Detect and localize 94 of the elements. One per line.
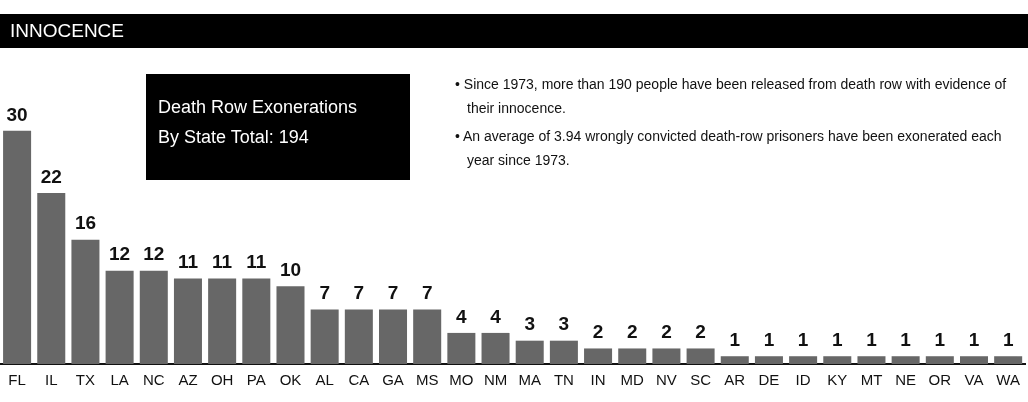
data-label: 11 <box>177 251 199 273</box>
bar <box>310 309 339 364</box>
bar <box>823 356 852 364</box>
bar <box>105 270 134 364</box>
text: • Since 1973, more than 190 people have been released from death row with evidence of their innocence. <box>455 75 1008 118</box>
title-box: Death Row Exonerations By State Total: 194 <box>146 74 410 180</box>
data-label: 1 <box>934 328 946 350</box>
data-label: 3 <box>524 313 535 335</box>
x-tick-label: MD <box>620 371 645 389</box>
bar <box>789 356 818 364</box>
x-tick-label: OH <box>210 371 234 389</box>
x-tick-label: MS <box>415 371 439 389</box>
data-label: 16 <box>74 212 97 234</box>
data-label: 7 <box>387 282 399 304</box>
data-label: 1 <box>968 328 980 350</box>
x-tick-label: TX <box>75 371 96 389</box>
x-tick-label: MT <box>860 371 883 389</box>
data-label: 4 <box>456 305 468 327</box>
data-label: 1 <box>763 328 775 350</box>
data-label: 12 <box>143 243 165 265</box>
data-label: 12 <box>109 243 131 265</box>
data-label: 4 <box>490 305 502 327</box>
x-tick-label: GA <box>382 371 404 389</box>
x-tick-label: CA <box>348 371 370 389</box>
data-label: 30 <box>6 103 28 125</box>
x-tick-label: NE <box>895 371 917 389</box>
x-tick-label: ID <box>795 371 811 389</box>
bar <box>857 356 886 364</box>
x-tick-label: AL <box>315 371 334 389</box>
data-label: 7 <box>319 282 330 304</box>
bar <box>652 348 681 364</box>
x-tick-label: AR <box>724 371 746 389</box>
data-label: 11 <box>212 251 233 273</box>
bar <box>515 340 544 364</box>
bar <box>959 356 988 364</box>
bar <box>3 130 32 364</box>
x-tick-label: NM <box>483 371 508 389</box>
data-label: 1 <box>797 328 809 350</box>
x-tick-label: LA <box>110 371 129 389</box>
data-label: 2 <box>661 321 672 343</box>
x-tick-label: OK <box>279 371 302 389</box>
bar <box>242 278 271 364</box>
x-tick-label: VA <box>964 371 984 389</box>
bar <box>447 332 476 364</box>
bar <box>37 193 66 364</box>
data-label: 1 <box>900 328 912 350</box>
bar <box>891 356 920 364</box>
data-label: 11 <box>246 251 267 273</box>
data-label: 10 <box>279 259 302 281</box>
bar <box>584 348 613 364</box>
bar <box>413 309 442 364</box>
data-label: 1 <box>866 328 878 350</box>
data-label: 1 <box>832 328 843 350</box>
x-tick-label: WA <box>996 371 1020 389</box>
bar <box>379 309 408 364</box>
data-label: 2 <box>626 321 638 343</box>
bar <box>139 270 168 364</box>
bar <box>481 332 510 364</box>
x-tick-label: FL <box>8 371 26 389</box>
bar <box>720 356 749 364</box>
data-label: 1 <box>729 328 741 350</box>
chart-title: INNOCENCE <box>0 14 1028 48</box>
x-tick-label: KY <box>827 371 848 389</box>
x-tick-label: OR <box>928 371 952 389</box>
x-tick-label: SC <box>690 371 712 389</box>
x-tick-label: PA <box>246 371 266 389</box>
x-tick-label: MO <box>449 371 474 389</box>
bar <box>276 286 305 364</box>
x-tick-label: DE <box>758 371 780 389</box>
x-tick-label: IN <box>590 371 606 389</box>
bar <box>173 278 202 364</box>
x-tick-label: NC <box>142 371 165 389</box>
bar <box>208 278 237 364</box>
data-label: 7 <box>421 282 433 304</box>
bar <box>618 348 647 364</box>
bar <box>925 356 954 364</box>
bar <box>754 356 783 364</box>
x-tick-label: TN <box>553 371 574 389</box>
x-tick-label: NV <box>655 371 677 389</box>
data-label: 2 <box>592 321 604 343</box>
x-tick-label: MA <box>518 371 541 389</box>
data-label: 3 <box>558 313 570 335</box>
data-label: 2 <box>695 321 706 343</box>
x-tick-label: IL <box>45 371 58 389</box>
annotation: • An average of 3.94 wrongly convicted death-row prisoners have been exonerated each year since 1973. <box>455 127 1003 170</box>
data-label: 22 <box>40 165 62 187</box>
bar <box>994 356 1023 364</box>
data-label: 7 <box>353 282 365 304</box>
bar <box>549 340 578 364</box>
bar <box>71 239 100 364</box>
data-label: 1 <box>1002 328 1014 350</box>
x-tick-label: AZ <box>178 371 198 389</box>
bar <box>686 348 715 364</box>
bar <box>344 309 373 364</box>
